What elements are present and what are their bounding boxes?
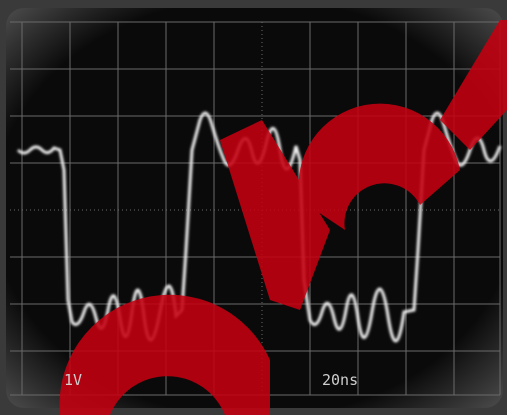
watermark xyxy=(59,20,507,415)
voltage-scale: 1V xyxy=(64,371,82,389)
time-scale: 20ns xyxy=(322,371,358,389)
